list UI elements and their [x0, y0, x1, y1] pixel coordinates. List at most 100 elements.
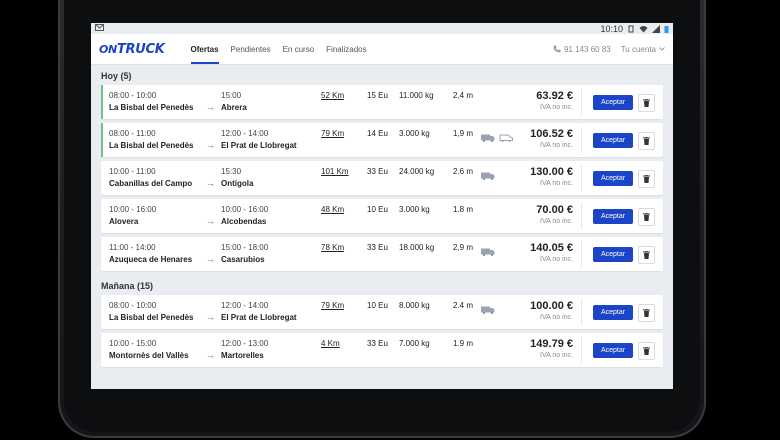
wifi-icon: [639, 25, 648, 32]
account-menu[interactable]: Tu cuenta: [621, 45, 665, 54]
trash-icon: [643, 251, 650, 259]
pallets: 33 Eu: [367, 167, 388, 176]
accept-button[interactable]: Aceptar: [593, 247, 633, 262]
offer-card[interactable]: 11:00 - 14:00 Azuqueca de Henares → 15:00 -…: [101, 237, 663, 271]
distance-link[interactable]: 48 Km: [321, 205, 345, 214]
height: 2.6 m: [453, 167, 474, 176]
destination-place: Casarubios: [221, 255, 265, 264]
divider: [581, 127, 582, 153]
origin: 08:00 - 11:00 La Bisbal del Penedès: [109, 129, 193, 150]
section-title: Hoy (5): [101, 71, 132, 81]
tab-pendientes[interactable]: Pendientes: [230, 44, 271, 54]
price-tax-note: IVA no inc.: [540, 218, 573, 225]
destination-time: 12:00 - 14:00: [221, 301, 269, 310]
offer-card[interactable]: 08:00 - 10:00 La Bisbal del Penedès → 15:00…: [101, 85, 663, 119]
price-tax-note: IVA no inc.: [540, 314, 573, 321]
price-amount: 130.00 €: [530, 166, 573, 178]
delete-button[interactable]: [638, 208, 655, 226]
origin-place: Alovera: [109, 217, 139, 226]
distance-link[interactable]: 101 Km: [321, 167, 349, 176]
trash-icon: [643, 347, 650, 355]
origin-time: 10:00 - 11:00: [109, 167, 156, 176]
distance-link[interactable]: 78 Km: [321, 243, 345, 252]
divider: [581, 203, 582, 229]
distance-link[interactable]: 4 Km: [321, 339, 340, 348]
vehicle-types: [481, 243, 495, 256]
accept-button[interactable]: Aceptar: [593, 305, 633, 320]
offer-list: Hoy (5) 08:00 - 10:00 La Bisbal del Penedè…: [91, 65, 673, 367]
price-amount: 106.52 €: [530, 128, 573, 140]
offer-card[interactable]: 10:00 - 15:00 Montornès del Vallès → 12:00 …: [101, 333, 663, 367]
delete-button[interactable]: [638, 94, 655, 112]
destination: 15:00 Abrera: [221, 91, 247, 112]
arrow-right-icon: →: [206, 254, 215, 264]
origin: 08:00 - 10:00 La Bisbal del Penedès: [109, 91, 193, 112]
delete-button[interactable]: [638, 132, 655, 150]
price: 70.00 € IVA no inc.: [536, 204, 573, 225]
arrow-right-icon: →: [206, 178, 215, 188]
delete-button[interactable]: [638, 304, 655, 322]
price-amount: 100.00 €: [530, 300, 573, 312]
phone-link[interactable]: 91 143 60 83: [553, 45, 611, 54]
offer-card[interactable]: 08:00 - 10:00 La Bisbal del Penedès → 12:00…: [101, 295, 663, 329]
destination-place: Martorelles: [221, 351, 264, 360]
origin: 10:00 - 16:00 Alovera: [109, 205, 156, 226]
height: 1.9 m: [453, 339, 474, 348]
accept-button[interactable]: Aceptar: [593, 171, 633, 186]
chevron-down-icon: [659, 47, 665, 51]
destination-place: El Prat de Llobregat: [221, 313, 297, 322]
origin: 10:00 - 15:00 Montornès del Vallès: [109, 339, 189, 360]
status-time: 10:10: [600, 23, 623, 34]
ontruck-logo[interactable]: ONTRUCK: [99, 42, 165, 57]
battery-icon: [664, 25, 669, 33]
offer-card[interactable]: 10:00 - 11:00 Cabanillas del Campo → 15:30 O…: [101, 161, 663, 195]
status-bar: 10:10: [91, 23, 673, 34]
weight: 11.000 kg: [399, 91, 434, 100]
accept-button[interactable]: Aceptar: [593, 209, 633, 224]
height: 1,9 m: [453, 129, 474, 138]
offer-card[interactable]: 10:00 - 16:00 Alovera → 10:00 - 16:00 Alcobe…: [101, 199, 663, 233]
price-tax-note: IVA no inc.: [540, 180, 573, 187]
accept-button[interactable]: Aceptar: [593, 95, 633, 110]
tab-ofertas[interactable]: Ofertas: [190, 34, 219, 64]
delete-button[interactable]: [638, 170, 655, 188]
arrow-right-icon: →: [206, 102, 215, 112]
origin-time: 10:00 - 16:00: [109, 205, 157, 214]
price: 140.05 € IVA no inc.: [530, 242, 573, 263]
truck-icon: [481, 301, 495, 314]
origin-time: 10:00 - 15:00: [109, 339, 157, 348]
origin-time: 08:00 - 10:00: [109, 91, 157, 100]
divider: [581, 299, 582, 325]
distance-link[interactable]: 79 Km: [321, 129, 345, 138]
arrow-right-icon: →: [206, 350, 215, 360]
distance-link[interactable]: 52 Km: [321, 91, 345, 100]
tab-en-curso[interactable]: En curso: [282, 44, 315, 54]
divider: [581, 165, 582, 191]
distance-link[interactable]: 79 Km: [321, 301, 345, 310]
destination-place: Ontígola: [221, 179, 254, 188]
price-tax-note: IVA no inc.: [540, 142, 573, 149]
delete-button[interactable]: [638, 342, 655, 360]
origin: 08:00 - 10:00 La Bisbal del Penedès: [109, 301, 193, 322]
offer-card[interactable]: 08:00 - 11:00 La Bisbal del Penedès → 12:00…: [101, 123, 663, 157]
price-tax-note: IVA no inc.: [540, 104, 573, 111]
tab-finalizados[interactable]: Finalizados: [326, 44, 367, 54]
logo-main: TRUCK: [116, 41, 165, 57]
price: 106.52 € IVA no inc.: [530, 128, 573, 149]
height: 1.8 m: [453, 205, 474, 214]
accept-button[interactable]: Aceptar: [593, 133, 633, 148]
weight: 24.000 kg: [399, 167, 435, 176]
destination: 12:00 - 14:00 El Prat de Llobregat: [221, 129, 297, 150]
price: 63.92 € IVA no inc.: [536, 90, 573, 111]
vehicle-types: [481, 167, 495, 180]
accept-button[interactable]: Aceptar: [593, 343, 633, 358]
delete-button[interactable]: [638, 246, 655, 264]
destination: 10:00 - 16:00 Alcobendas: [221, 205, 268, 226]
truck-icon: [481, 129, 495, 142]
height: 2,9 m: [453, 243, 474, 252]
vehicle-types: [481, 301, 495, 314]
destination-time: 15:00 - 18:00: [221, 243, 269, 252]
phone-number: 91 143 60 83: [564, 44, 611, 54]
pallets: 33 Eu: [367, 339, 388, 348]
weight: 7.000 kg: [399, 339, 430, 348]
